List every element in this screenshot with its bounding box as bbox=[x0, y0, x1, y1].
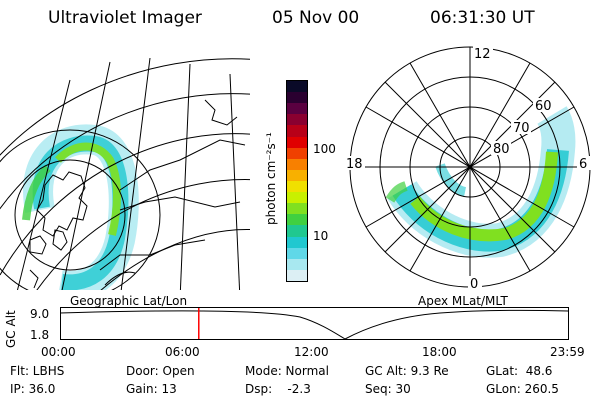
colorbar-segment bbox=[287, 192, 307, 204]
mlt-label-0: 0 bbox=[470, 277, 478, 290]
timeline-ytick-low: 1.8 bbox=[30, 328, 50, 342]
timeline-xtick-1200: 12:00 bbox=[294, 345, 329, 359]
timeline-ytick-high: 9.0 bbox=[30, 307, 50, 321]
info-gain: Gain: 13 bbox=[126, 382, 177, 396]
lat-label-60: 60 bbox=[535, 99, 552, 114]
colorbar-segment bbox=[287, 103, 307, 115]
info-door: Door: Open bbox=[126, 364, 195, 378]
aurora-oval-geo bbox=[22, 124, 139, 290]
timeline-y-label: GC Alt bbox=[4, 310, 18, 348]
colorbar-segment bbox=[287, 169, 307, 181]
timeline-xtick-0000: 00:00 bbox=[41, 345, 76, 359]
timeline-xtick-1800: 18:00 bbox=[422, 345, 457, 359]
instrument-title: Ultraviolet Imager bbox=[48, 8, 202, 28]
apex-caption: Apex MLat/MLT bbox=[418, 294, 508, 308]
lat-label-70: 70 bbox=[513, 121, 530, 136]
polar-grid bbox=[349, 46, 591, 288]
timeline-xtick-2359: 23:59 bbox=[550, 345, 585, 359]
lat-label-80: 80 bbox=[493, 142, 510, 157]
mlt-label-12: 12 bbox=[474, 47, 491, 62]
colorbar-segment bbox=[287, 81, 307, 93]
colorbar-segment bbox=[287, 92, 307, 104]
colorbar-segment bbox=[287, 247, 307, 259]
coastlines bbox=[29, 99, 246, 289]
geographic-map bbox=[0, 57, 250, 290]
geographic-caption: Geographic Lat/Lon bbox=[70, 294, 188, 308]
colorbar-segment bbox=[287, 125, 307, 137]
colorbar-segment bbox=[287, 180, 307, 193]
colorbar bbox=[286, 80, 308, 282]
colorbar-segment bbox=[287, 258, 307, 270]
colorbar-segment bbox=[287, 236, 307, 248]
colorbar-segment bbox=[287, 225, 307, 237]
colorbar-segment bbox=[287, 203, 307, 215]
info-mode: Mode: Normal bbox=[245, 364, 329, 378]
colorbar-tick-10: 10 bbox=[313, 229, 329, 243]
colorbar-segment bbox=[287, 136, 307, 148]
mlt-label-18: 18 bbox=[346, 157, 363, 172]
info-gc-alt: GC Alt: 9.3 Re bbox=[365, 364, 449, 378]
colorbar-segment bbox=[287, 214, 307, 226]
date-label: 05 Nov 00 bbox=[272, 8, 360, 28]
colorbar-segment bbox=[287, 147, 307, 159]
info-ip: IP: 36.0 bbox=[10, 382, 56, 396]
polar-plot: 12 0 18 6 60 70 80 bbox=[345, 46, 591, 290]
mlt-label-6: 6 bbox=[579, 157, 587, 172]
info-glon: GLon: 260.5 bbox=[486, 382, 559, 396]
info-dsp: Dsp: -2.3 bbox=[245, 382, 311, 396]
timeline-xtick-0600: 06:00 bbox=[165, 345, 200, 359]
time-label: 06:31:30 UT bbox=[430, 8, 535, 28]
colorbar-tick-100: 100 bbox=[313, 142, 336, 156]
colorbar-unit-label: photon cm⁻²s⁻¹ bbox=[264, 132, 278, 225]
colorbar-segment bbox=[287, 114, 307, 126]
info-filter: Flt: LBHS bbox=[10, 364, 65, 378]
colorbar-segment bbox=[287, 158, 307, 170]
colorbar-segment bbox=[287, 269, 307, 281]
altitude-timeline bbox=[60, 307, 569, 340]
info-glat: GLat: 48.6 bbox=[486, 364, 553, 378]
info-seq: Seq: 30 bbox=[365, 382, 411, 396]
